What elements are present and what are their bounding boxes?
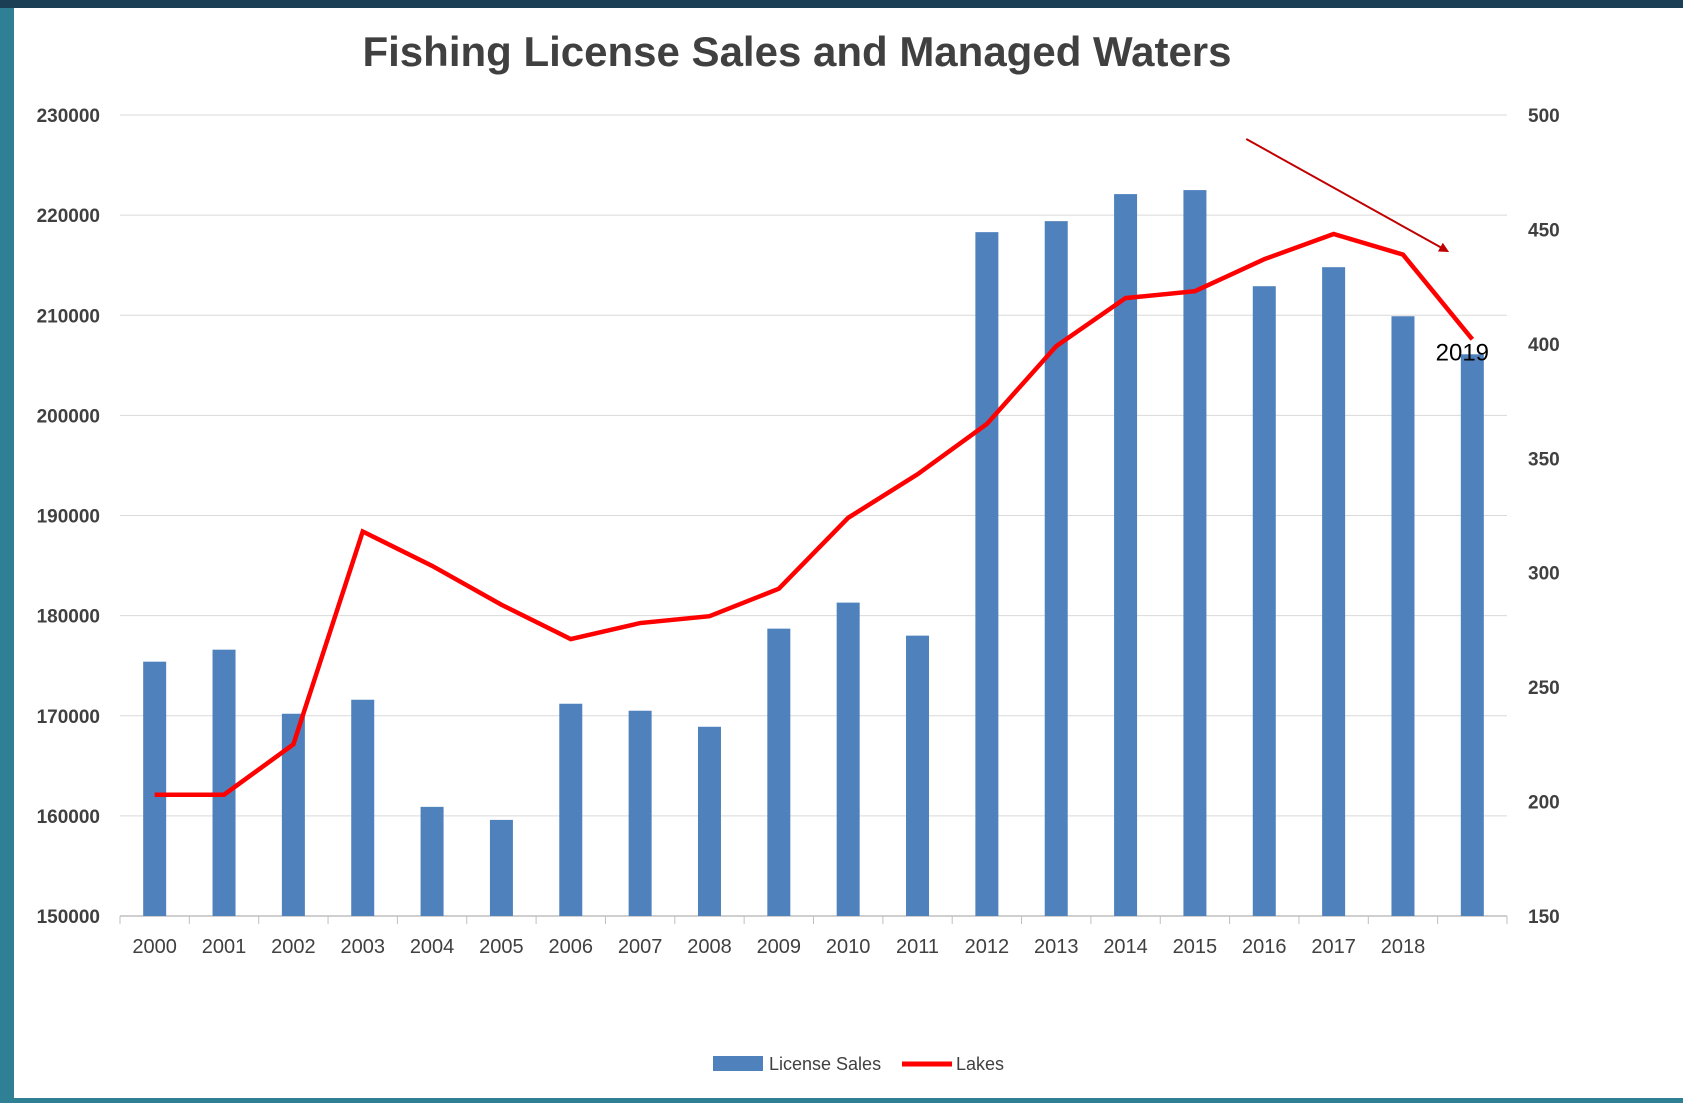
legend: License Sales Lakes xyxy=(713,1054,1004,1074)
bar-license-sales xyxy=(212,649,236,916)
bar-license-sales xyxy=(836,602,860,916)
legend-label-lakes: Lakes xyxy=(956,1054,1004,1074)
x-tick-label: 2014 xyxy=(1103,936,1148,958)
left-tick-label: 150000 xyxy=(37,907,100,928)
x-tick-label: 2000 xyxy=(132,936,177,958)
bar-license-sales xyxy=(1391,316,1415,917)
bar-license-sales xyxy=(281,713,305,916)
x-tick-label: 2012 xyxy=(965,936,1010,958)
left-tick-label: 200000 xyxy=(37,406,100,427)
x-tick-label: 2007 xyxy=(618,936,663,958)
right-tick-label: 300 xyxy=(1528,564,1560,585)
right-tick-label: 150 xyxy=(1528,907,1560,928)
left-axis: 150000 160000 170000 180000 190000 200000 2100… xyxy=(37,106,100,928)
x-tick-label: 2008 xyxy=(687,936,732,958)
bar-license-sales xyxy=(628,710,652,916)
x-axis: 2000 2001 2002 2003 2004 2005 2006 2007 2008 2009… xyxy=(119,916,1508,958)
bar-license-sales xyxy=(1044,221,1068,916)
x-tick-label: 2001 xyxy=(202,936,247,958)
x-tick-label: 2015 xyxy=(1173,936,1218,958)
bar-license-sales xyxy=(1183,190,1207,916)
x-tick-label: 2018 xyxy=(1381,936,1426,958)
x-tick-label: 2013 xyxy=(1034,936,1079,958)
left-tick-label: 230000 xyxy=(37,106,100,127)
lakes-line xyxy=(154,231,1475,797)
right-tick-label: 250 xyxy=(1528,678,1560,699)
x-tick-label: 2009 xyxy=(757,936,802,958)
left-tick-label: 180000 xyxy=(37,607,100,628)
bar-license-sales xyxy=(489,819,513,916)
x-tick-label: 2011 xyxy=(896,936,939,958)
left-tick-label: 160000 xyxy=(37,807,100,828)
bar-license-sales xyxy=(559,703,583,916)
left-tick-label: 210000 xyxy=(37,306,100,327)
x-tick-label: 2010 xyxy=(826,936,871,958)
x-tick-label: 2006 xyxy=(549,936,594,958)
annotation-label: 2019 xyxy=(1436,339,1489,366)
right-tick-label: 400 xyxy=(1528,335,1560,356)
right-axis: 150 200 250 300 350 400 450 500 xyxy=(1528,106,1560,928)
bar-license-sales xyxy=(1252,286,1276,916)
bar-license-sales xyxy=(1114,194,1138,916)
right-tick-label: 350 xyxy=(1528,449,1560,470)
chart-title: Fishing License Sales and Managed Waters xyxy=(362,28,1231,75)
bar-license-sales xyxy=(1322,267,1346,916)
legend-swatch-license-sales xyxy=(713,1056,763,1071)
left-tick-label: 170000 xyxy=(37,707,100,728)
left-tick-label: 220000 xyxy=(37,206,100,227)
bar-license-sales xyxy=(906,635,930,916)
annotations: 2019 xyxy=(1245,138,1489,366)
x-tick-label: 2002 xyxy=(271,936,316,958)
bar-license-sales xyxy=(975,232,999,917)
bar-license-sales xyxy=(351,699,375,916)
legend-label-license-sales: License Sales xyxy=(769,1054,881,1074)
bar-license-sales xyxy=(143,661,167,916)
license-sales-bars xyxy=(143,190,1484,917)
x-tick-label: 2004 xyxy=(410,936,455,958)
bar-license-sales xyxy=(767,628,791,916)
x-tick-label: 2017 xyxy=(1311,936,1356,958)
trend-arrow xyxy=(1245,138,1450,252)
x-tick-label: 2003 xyxy=(340,936,385,958)
right-tick-label: 500 xyxy=(1528,106,1560,127)
combo-chart: Fishing License Sales and Managed Waters… xyxy=(37,28,1560,1074)
bar-license-sales xyxy=(420,806,444,916)
chart-frame: Fishing License Sales and Managed Waters… xyxy=(14,8,1683,1098)
x-tick-label: 2016 xyxy=(1242,936,1287,958)
bar-license-sales xyxy=(697,726,721,916)
right-tick-label: 450 xyxy=(1528,220,1560,241)
x-tick-label: 2005 xyxy=(479,936,524,958)
lakes-series-line xyxy=(154,231,1475,797)
bar-license-sales xyxy=(1460,354,1484,917)
right-tick-label: 200 xyxy=(1528,793,1560,814)
gridlines xyxy=(120,114,1507,917)
left-tick-label: 190000 xyxy=(37,507,100,528)
window-top-edge xyxy=(0,0,1683,8)
